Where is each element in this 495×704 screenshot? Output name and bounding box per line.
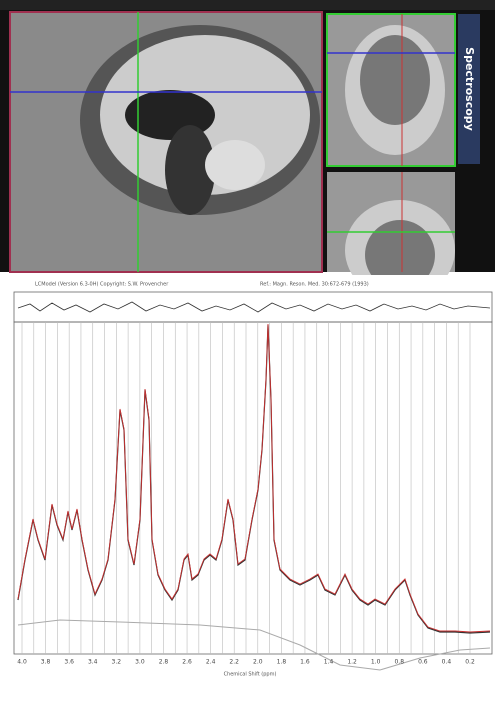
x-tick-label: 2.8 (159, 659, 169, 666)
x-tick-label: 3.4 (88, 659, 98, 666)
x-tick-label: 3.8 (41, 659, 51, 666)
reference: Ref.: Magn. Reson. Med. 30:672-679 (1993… (260, 282, 369, 288)
x-tick-label: 0.4 (442, 659, 452, 666)
side-tab[interactable] (458, 14, 480, 164)
x-tick-label: 2.6 (182, 659, 192, 666)
x-tick-label: 0.2 (465, 659, 475, 666)
x-tick-label: 1.4 (324, 659, 334, 666)
x-tick-label: 1.8 (277, 659, 287, 666)
x-tick-label: 3.0 (135, 659, 145, 666)
spectrum-fit (17, 323, 491, 633)
x-tick-label: 0.8 (394, 659, 404, 666)
x-tick-label: 2.4 (206, 659, 216, 666)
spectrum-panel (0, 275, 495, 700)
x-tick-label: 1.6 (300, 659, 310, 666)
x-axis-title: Chemical Shift (ppm) (224, 672, 277, 678)
software-credit: LCModel (Version 6.3-0H) Copyright: S.W.… (35, 282, 169, 288)
x-tick-label: 3.6 (64, 659, 74, 666)
residual-trace (17, 301, 491, 313)
x-tick-label: 3.2 (112, 659, 122, 666)
x-tick-label: 4.0 (17, 659, 27, 666)
x-tick-label: 0.6 (418, 659, 428, 666)
side-tab-label[interactable]: Spectroscopy (463, 47, 476, 131)
x-tick-label: 2.0 (253, 659, 263, 666)
x-tick-label: 2.2 (229, 659, 239, 666)
x-tick-label: 1.0 (371, 659, 381, 666)
mri-toolbar (0, 0, 495, 10)
sagittal-view (9, 11, 323, 273)
x-tick-label: 1.2 (347, 659, 357, 666)
baseline (17, 619, 491, 671)
plot-frame (13, 321, 493, 655)
coronal-view (326, 13, 456, 167)
grid (21, 322, 471, 654)
